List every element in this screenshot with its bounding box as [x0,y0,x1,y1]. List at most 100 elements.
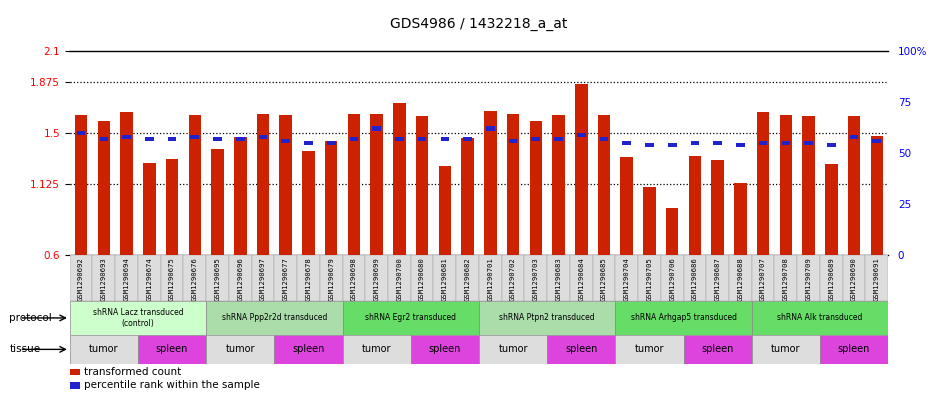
Bar [781,141,790,145]
Text: tumor: tumor [498,344,528,354]
Text: GSM1290707: GSM1290707 [760,257,766,301]
Text: GSM1290702: GSM1290702 [510,257,516,301]
Bar [206,255,229,301]
Bar [751,301,888,335]
Text: GSM1290688: GSM1290688 [737,257,743,301]
Bar [797,255,820,301]
Bar [252,255,274,301]
Bar [668,143,676,147]
Bar [622,141,631,145]
Bar [348,114,360,255]
Text: GSM1290704: GSM1290704 [624,257,630,301]
Bar [274,255,297,301]
Bar [870,136,883,255]
Text: GSM1290709: GSM1290709 [805,257,812,301]
Text: shRNA Ppp2r2d transduced: shRNA Ppp2r2d transduced [221,314,327,322]
Bar [804,141,813,145]
Text: GSM1290706: GSM1290706 [670,257,675,301]
Bar [850,135,858,139]
Bar [393,103,405,255]
Bar [729,255,751,301]
Bar [191,135,199,139]
Text: spleen: spleen [292,344,325,354]
Bar [326,141,336,145]
Bar [644,187,656,255]
Text: shRNA Lacz transduced
(control): shRNA Lacz transduced (control) [93,308,183,328]
Bar [598,115,610,255]
Text: shRNA Ptpn2 transduced: shRNA Ptpn2 transduced [499,314,595,322]
Bar [342,255,365,301]
Bar [736,143,745,147]
Text: tumor: tumor [89,344,119,354]
Bar [342,301,479,335]
Bar [388,255,411,301]
Text: spleen: spleen [701,344,734,354]
Bar [115,255,138,301]
Text: shRNA Alk transduced: shRNA Alk transduced [777,314,863,322]
Bar [751,255,775,301]
Bar [616,255,638,301]
Bar [234,137,246,255]
Text: spleen: spleen [565,344,597,354]
Bar [463,137,472,141]
Bar [257,114,269,255]
Bar [711,160,724,255]
Bar [161,255,183,301]
Bar [259,135,267,139]
Text: GSM1290689: GSM1290689 [829,257,834,301]
Bar [320,255,342,301]
Bar [70,255,92,301]
Text: GSM1290694: GSM1290694 [124,257,129,301]
Text: shRNA Arhgap5 transduced: shRNA Arhgap5 transduced [631,314,737,322]
Text: spleen: spleen [838,344,870,354]
Bar [575,84,588,255]
Text: GSM1290701: GSM1290701 [487,257,493,301]
Bar [479,255,501,301]
Text: GSM1290686: GSM1290686 [692,257,698,301]
Bar [547,255,570,301]
Bar [138,335,206,364]
Text: shRNA Egr2 transduced: shRNA Egr2 transduced [365,314,457,322]
Bar [507,114,519,255]
Bar [74,115,87,255]
Bar [479,301,616,335]
Bar [98,121,110,255]
Bar [872,139,881,143]
Bar [372,127,381,131]
Bar [122,135,131,139]
Bar [350,137,358,141]
Bar [820,255,843,301]
Bar [525,255,547,301]
Text: tumor: tumor [362,344,392,354]
Bar [684,335,751,364]
Text: transformed count: transformed count [85,367,181,377]
Bar [600,137,608,141]
Bar [70,382,80,389]
Bar [484,111,497,255]
Bar [304,141,312,145]
Text: GSM1290680: GSM1290680 [419,257,425,301]
Bar [570,255,592,301]
Bar [416,116,429,255]
Bar [577,132,586,137]
Bar [167,137,177,141]
Bar [70,301,206,335]
Text: spleen: spleen [429,344,461,354]
Bar [713,141,722,145]
Bar [206,301,342,335]
Bar [143,163,155,255]
Bar [779,115,792,255]
Text: GSM1290683: GSM1290683 [555,257,562,301]
Bar [236,137,245,141]
Bar [691,141,699,145]
Bar [297,255,320,301]
Bar [501,255,525,301]
Bar [592,255,616,301]
Text: GSM1290682: GSM1290682 [465,257,471,301]
Bar [189,115,201,255]
Bar [645,143,654,147]
Bar [411,255,433,301]
Bar [820,335,888,364]
Bar [282,139,290,143]
Text: tumor: tumor [771,344,801,354]
